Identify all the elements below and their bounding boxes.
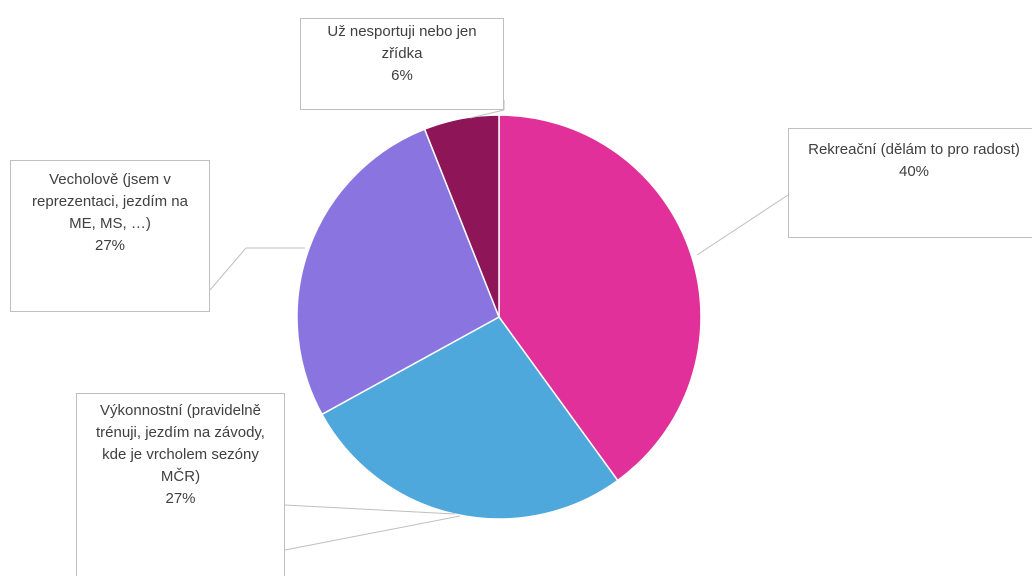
pie-slice	[296, 128, 500, 416]
data-label: Výkonnostní (pravidelně trénuji, jezdím …	[76, 393, 285, 576]
data-label: Vecholově (jsem v reprezentaci, jezdím n…	[10, 160, 210, 312]
leader-line	[209, 247, 247, 291]
leader-line	[696, 194, 789, 256]
category-label: Výkonnostní (pravidelně trénuji, jezdím …	[96, 402, 265, 485]
value-label: 27%	[94, 237, 126, 254]
data-label: Rekreační (dělám to pro radost) 40%	[788, 128, 1032, 238]
value-label: 27%	[165, 490, 196, 507]
leader-line	[284, 504, 456, 515]
value-label: 6%	[391, 67, 413, 84]
pie-slice	[498, 114, 702, 482]
leader-line	[284, 515, 461, 551]
value-label: 40%	[898, 163, 930, 180]
category-label: Už nesportuji nebo jen zřídka	[327, 23, 477, 62]
category-label: Rekreační (dělám to pro radost)	[808, 141, 1020, 158]
data-label: Už nesportuji nebo jen zřídka 6%	[300, 18, 504, 110]
pie-slice	[423, 114, 500, 318]
leader-line	[469, 109, 505, 119]
category-label: Vecholově (jsem v reprezentaci, jezdím n…	[32, 171, 188, 232]
